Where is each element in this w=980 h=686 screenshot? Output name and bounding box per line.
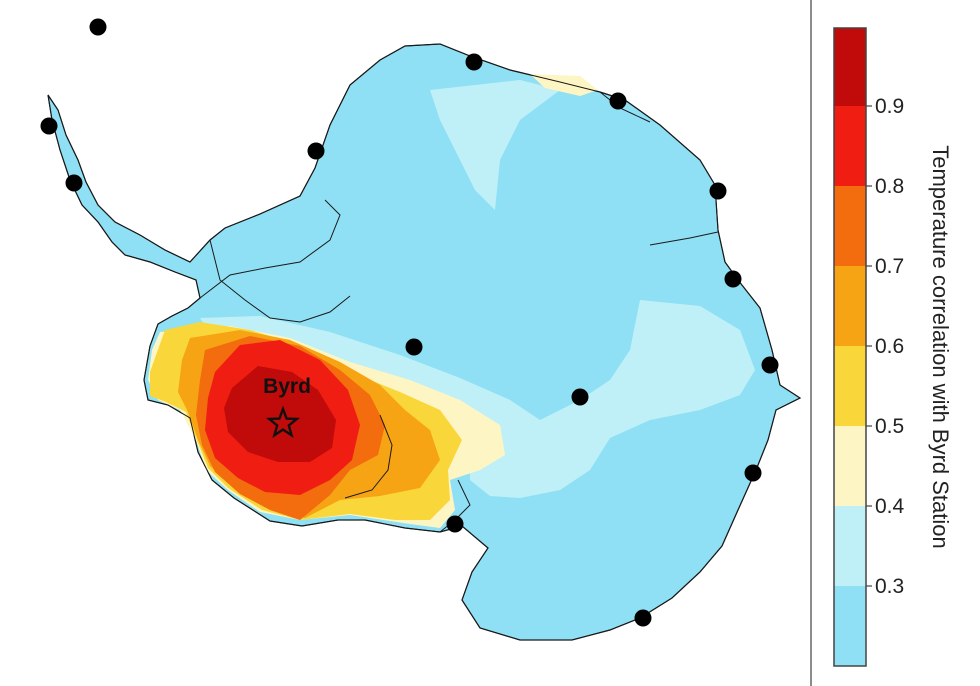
colorbar-tick-label: 0.8 — [875, 175, 904, 198]
station-dot[interactable] — [634, 609, 652, 627]
colorbar-tick-label: 0.9 — [875, 95, 904, 118]
station-dot[interactable] — [405, 338, 423, 356]
station-dot[interactable] — [307, 142, 325, 160]
station-dot[interactable] — [446, 515, 464, 533]
colorbar-frame — [833, 27, 867, 667]
station-dot[interactable] — [709, 182, 727, 200]
colorbar-bin — [834, 186, 866, 266]
colorbar: 0.3 0.4 0.5 0.6 0.7 0.8 0.9 Temperature … — [833, 27, 953, 667]
byrd-site[interactable]: Byrd — [263, 375, 311, 438]
colorbar-tick-label: 0.4 — [875, 495, 905, 518]
station-dot[interactable] — [571, 388, 589, 406]
station-dot[interactable] — [465, 53, 483, 71]
station-dot[interactable] — [65, 174, 83, 192]
colorbar-bin — [834, 426, 866, 506]
colorbar-bin — [834, 106, 866, 186]
colorbar-bin — [834, 586, 866, 666]
station-dot[interactable] — [724, 270, 742, 288]
station-markers — [40, 18, 779, 627]
colorbar-tick-label: 0.5 — [875, 415, 904, 438]
colorbar-tick-label: 0.7 — [875, 255, 904, 278]
coastline-detail — [47, 43, 802, 641]
colorbar-tick-label: 0.3 — [875, 575, 904, 598]
colorbar-bin — [834, 28, 866, 106]
star-icon — [265, 405, 301, 438]
colorbar-bin — [834, 266, 866, 346]
station-dot[interactable] — [40, 117, 58, 135]
station-dot[interactable] — [761, 356, 779, 374]
colorbar-bin — [834, 506, 866, 586]
colorbar-title: Temperature correlation with Byrd Statio… — [928, 145, 953, 549]
station-dot[interactable] — [89, 18, 107, 36]
station-dot[interactable] — [744, 464, 762, 482]
colorbar-ticks — [866, 105, 872, 587]
colorbar-bin — [834, 346, 866, 426]
station-dot[interactable] — [609, 92, 627, 110]
colorbar-tick-label: 0.6 — [875, 335, 904, 358]
byrd-label: Byrd — [263, 375, 311, 398]
